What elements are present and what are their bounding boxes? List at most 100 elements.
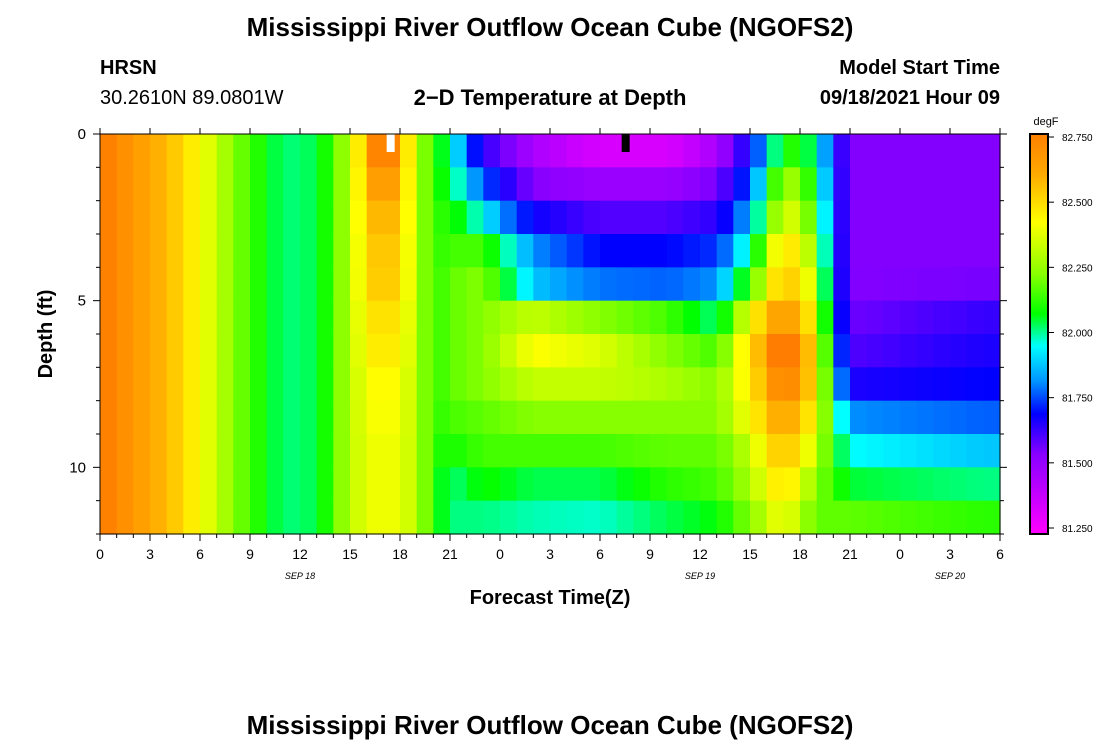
heatmap-cell (533, 400, 551, 435)
heatmap-cell (466, 300, 484, 335)
heatmap-cell (950, 467, 968, 502)
heatmap-cell (616, 200, 634, 235)
heatmap-cell (516, 334, 534, 368)
heatmap-cell (183, 300, 201, 335)
heatmap-cell (950, 234, 968, 268)
heatmap-cell (150, 467, 168, 502)
heatmap-cell (100, 134, 118, 168)
heatmap-cell (516, 500, 534, 535)
heatmap-cell (900, 134, 918, 168)
heatmap-cell (966, 167, 984, 202)
heatmap-cell (166, 300, 184, 335)
heatmap-cell (583, 367, 601, 402)
heatmap-cell (900, 234, 918, 268)
heatmap-cell (616, 367, 634, 402)
heatmap-cell (816, 300, 834, 335)
heatmap-cell (566, 467, 584, 502)
heatmap-cell (216, 367, 234, 402)
x-tick-label: 15 (742, 546, 758, 562)
heatmap-cell (216, 500, 234, 535)
heatmap-cell (733, 434, 751, 468)
heatmap-cell (466, 434, 484, 468)
heatmap-cell (450, 434, 468, 468)
heatmap-cell (550, 267, 568, 302)
heatmap-cell (383, 300, 401, 335)
heatmap-cell (650, 134, 668, 168)
heatmap-cell (133, 367, 151, 402)
heatmap-cell (883, 234, 901, 268)
heatmap-cell (416, 300, 434, 335)
heatmap-cell (300, 300, 318, 335)
heatmap-cell (633, 167, 651, 202)
heatmap-cell (950, 200, 968, 235)
heatmap-cell (350, 500, 368, 535)
heatmap-cell (566, 200, 584, 235)
heatmap-cell (200, 167, 218, 202)
heatmap-cell (716, 200, 734, 235)
x-tick-label: 12 (292, 546, 308, 562)
heatmap-cell (583, 434, 601, 468)
heatmap-cell (733, 367, 751, 402)
heatmap-cell (816, 334, 834, 368)
heatmap-cell (933, 400, 951, 435)
heatmap-cell (666, 267, 684, 302)
heatmap-cell (733, 334, 751, 368)
heatmap-cell (483, 234, 501, 268)
heatmap-cell (350, 434, 368, 468)
heatmap-cell (566, 167, 584, 202)
heatmap-cell (316, 334, 334, 368)
footer-title: Mississippi River Outflow Ocean Cube (NG… (246, 710, 854, 740)
heatmap-cell (116, 234, 134, 268)
heatmap-cell (950, 367, 968, 402)
heatmap-cell (283, 434, 301, 468)
heatmap-cell (233, 300, 251, 335)
heatmap-cell (533, 134, 551, 168)
heatmap-cell (800, 434, 818, 468)
heatmap-cell (700, 434, 718, 468)
heatmap-cell (983, 500, 1001, 535)
heatmap-cell (966, 234, 984, 268)
heatmap-cell (916, 334, 934, 368)
x-tick-label: 9 (246, 546, 254, 562)
heatmap-cell (466, 167, 484, 202)
heatmap-cell (816, 434, 834, 468)
heatmap-cell (350, 234, 368, 268)
heatmap-cell (350, 200, 368, 235)
heatmap-cell (166, 467, 184, 502)
heatmap-cell (333, 367, 351, 402)
heatmap-cell (983, 234, 1001, 268)
heatmap-cell (600, 367, 618, 402)
heatmap-cell (183, 400, 201, 435)
heatmap-cell (483, 500, 501, 535)
heatmap-cell (633, 367, 651, 402)
heatmap-cell (666, 334, 684, 368)
heatmap-cell (500, 234, 518, 268)
colorbar-ticks: 82.750 82.500 82.250 82.000 81.750 81.500 81.2… (1048, 133, 1093, 535)
heatmap-cell (366, 434, 384, 468)
heatmap-cell (716, 134, 734, 168)
heatmap-cell (483, 367, 501, 402)
heatmap-cell (983, 167, 1001, 202)
heatmap-cell (850, 500, 868, 535)
station-coordinates: 30.2610N 89.0801W (100, 87, 284, 109)
heatmap-cell (450, 467, 468, 502)
heatmap-cell (800, 167, 818, 202)
heatmap-cell (400, 434, 418, 468)
heatmap-cell (383, 334, 401, 368)
heatmap-cell (700, 167, 718, 202)
heatmap-cell (950, 267, 968, 302)
heatmap-cell (433, 134, 451, 168)
model-start-label: Model Start Time (839, 57, 1000, 79)
heatmap-cell (633, 500, 651, 535)
heatmap-cell (200, 467, 218, 502)
heatmap-cell (850, 234, 868, 268)
heatmap-cell (233, 134, 251, 168)
heatmap-cell (983, 267, 1001, 302)
heatmap-cell (966, 267, 984, 302)
heatmap-cell (816, 200, 834, 235)
heatmap-cell (783, 334, 801, 368)
heatmap-cell (966, 300, 984, 335)
heatmap-cell (833, 300, 851, 335)
heatmap-cell (650, 267, 668, 302)
heatmap-cell (383, 467, 401, 502)
